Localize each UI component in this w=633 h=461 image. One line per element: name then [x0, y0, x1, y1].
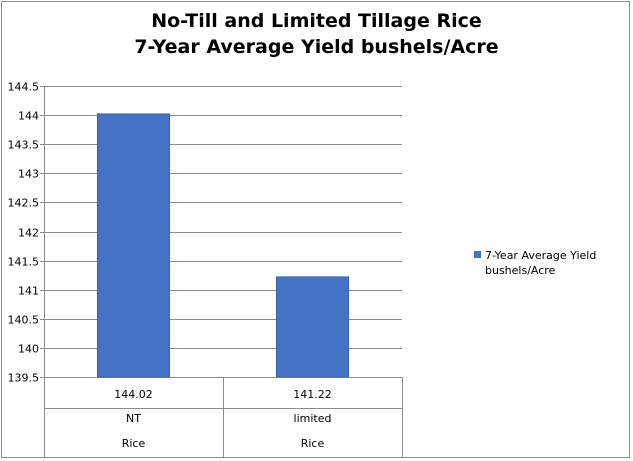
- category-value-label: 141.22: [293, 388, 332, 401]
- category-group-label: Rice: [122, 437, 146, 450]
- y-tick-label: 140.5: [8, 314, 40, 327]
- y-tick-label: 144.5: [8, 81, 40, 94]
- category-group-label: Rice: [301, 437, 325, 450]
- chart-title-line-1: No-Till and Limited Tillage Rice: [151, 10, 482, 32]
- category-value-label: 144.02: [114, 388, 153, 401]
- legend-label: 7-Year Average Yield bushels/Acre: [485, 249, 597, 277]
- y-tick-label: 141: [18, 285, 39, 298]
- y-tick-label: 144: [18, 110, 39, 123]
- bar: [97, 113, 170, 378]
- legend-swatch: [474, 251, 481, 258]
- chart-title: No-Till and Limited Tillage Rice 7-Year …: [0, 8, 633, 60]
- y-tick-label: 142: [18, 227, 39, 240]
- chart-title-line-2: 7-Year Average Yield bushels/Acre: [134, 36, 499, 58]
- y-tick-label: 141.5: [8, 256, 40, 269]
- y-tick-label: 143.5: [8, 139, 40, 152]
- bar: [276, 276, 349, 378]
- y-tick-label: 140: [18, 343, 39, 356]
- category-label: limited: [294, 412, 332, 425]
- y-tick-label: 143: [18, 168, 39, 181]
- y-tick-label: 142.5: [8, 197, 40, 210]
- category-label: NT: [126, 412, 141, 425]
- y-tick-label: 139.5: [8, 372, 40, 385]
